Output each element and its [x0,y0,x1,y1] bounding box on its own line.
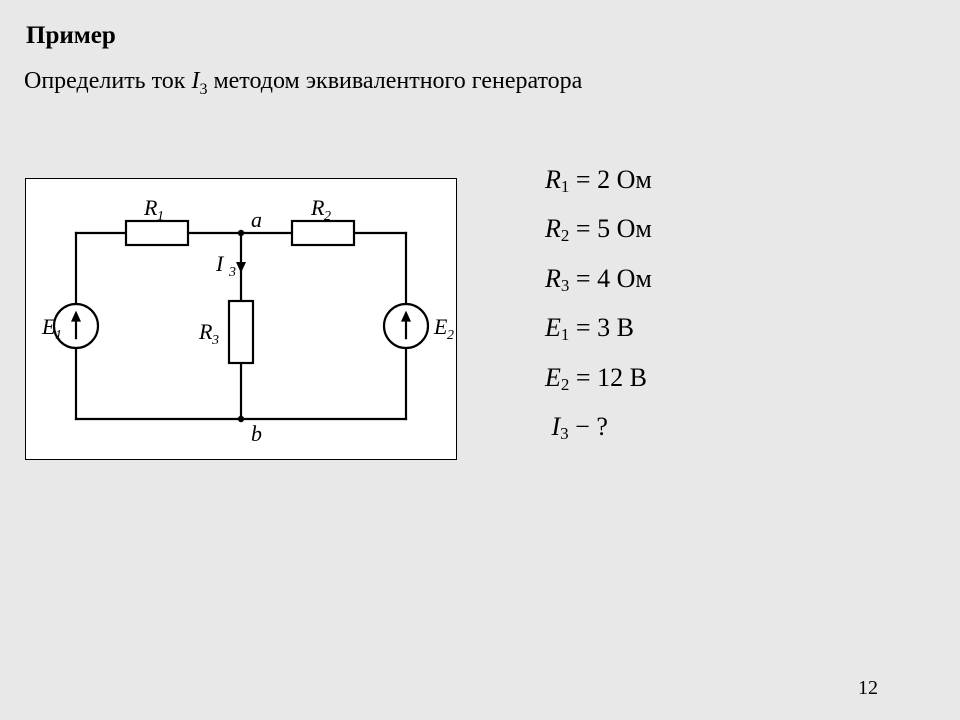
param-symbol: E [545,313,561,342]
parameters-list: R1 = 2 Ом R2 = 5 Ом R3 = 4 Ом E1 = 3 В E… [545,155,652,451]
svg-text:R: R [198,319,213,344]
task-prefix: Определить ток [24,68,191,94]
param-E1: E1 = 3 В [545,303,652,352]
param-unit: В [630,363,647,392]
svg-text:R: R [143,195,158,220]
param-symbol: R [545,165,561,194]
circuit-diagram: R1R2R3E1E2abI3 [26,179,456,459]
param-eq: = [576,165,591,194]
task-text: Определить ток I3 методом эквивалентного… [24,68,582,99]
param-symbol: I [552,412,561,441]
svg-text:I: I [215,251,225,276]
param-sub: 1 [561,325,570,344]
param-val: 2 [597,165,610,194]
svg-text:3: 3 [228,265,236,280]
param-val: 4 [597,264,610,293]
svg-text:a: a [251,207,262,232]
param-unit: Ом [617,264,652,293]
param-R3: R3 = 4 Ом [545,254,652,303]
svg-text:b: b [251,421,262,446]
param-unit: Ом [617,214,652,243]
page-number: 12 [858,677,878,700]
param-eq: = [576,264,591,293]
param-R2: R2 = 5 Ом [545,204,652,253]
param-sub: 2 [561,375,570,394]
param-val: 12 [597,363,623,392]
param-symbol: R [545,264,561,293]
svg-text:E: E [41,314,56,339]
param-eq: = [576,363,591,392]
page: Пример Определить ток I3 методом эквивал… [0,0,960,720]
param-symbol: E [545,363,561,392]
param-unit: Ом [617,165,652,194]
heading: Пример [26,22,116,50]
param-val: 3 [597,313,610,342]
svg-text:1: 1 [55,328,62,343]
svg-text:3: 3 [211,333,219,348]
param-sub: 3 [560,424,569,443]
circuit-panel: R1R2R3E1E2abI3 [25,178,457,460]
param-R1: R1 = 2 Ом [545,155,652,204]
task-suffix: методом эквивалентного генератора [207,68,582,94]
param-eq: = [576,313,591,342]
param-sub: 2 [561,226,570,245]
param-sub: 3 [561,276,570,295]
param-I3: I3 − ? [545,402,652,451]
param-eq: = [576,214,591,243]
param-sub: 1 [561,177,570,196]
svg-text:2: 2 [447,328,454,343]
svg-text:R: R [310,195,325,220]
param-E2: E2 = 12 В [545,353,652,402]
param-symbol: R [545,214,561,243]
param-unit: В [617,313,634,342]
svg-text:E: E [433,314,448,339]
svg-text:1: 1 [157,209,164,224]
param-val: 5 [597,214,610,243]
svg-text:2: 2 [324,209,331,224]
param-eq: − [575,412,590,441]
param-val: ? [596,412,608,441]
